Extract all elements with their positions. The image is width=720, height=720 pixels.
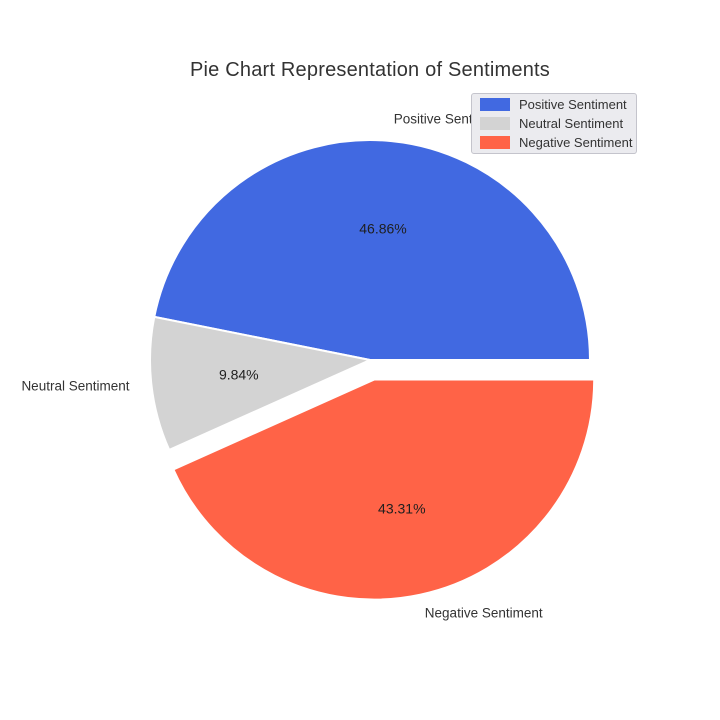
legend-swatch-negative-icon xyxy=(480,136,510,149)
pct-label-positive: 46.86% xyxy=(359,221,406,237)
pie-slice-negative xyxy=(172,378,596,601)
slice-label-neutral: Neutral Sentiment xyxy=(21,379,129,394)
legend-item-neutral: Neutral Sentiment xyxy=(480,116,628,131)
legend-item-positive: Positive Sentiment xyxy=(480,97,628,112)
pie-slice-positive xyxy=(153,139,591,361)
legend-swatch-positive-icon xyxy=(480,98,510,111)
legend-label-negative: Negative Sentiment xyxy=(519,135,633,150)
legend-item-negative: Negative Sentiment xyxy=(480,135,632,150)
legend: Positive Sentiment Neutral Sentiment Neg… xyxy=(471,93,637,154)
pct-label-negative: 43.31% xyxy=(378,501,425,517)
chart-title: Pie Chart Representation of Sentiments xyxy=(189,59,551,81)
pct-label-neutral: 9.84% xyxy=(219,367,259,383)
legend-label-positive: Positive Sentiment xyxy=(519,97,627,112)
slice-label-negative: Negative Sentiment xyxy=(425,606,543,621)
pie-slice-neutral xyxy=(149,315,371,451)
legend-label-neutral: Neutral Sentiment xyxy=(519,116,624,131)
legend-swatch-neutral-icon xyxy=(480,117,510,130)
